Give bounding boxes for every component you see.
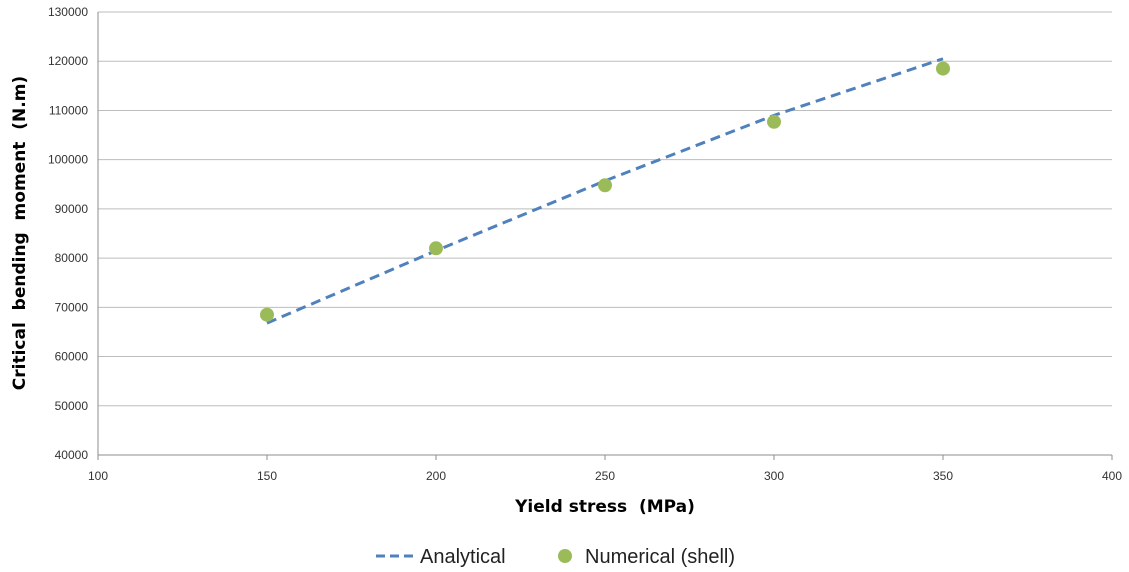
legend-swatch-numerical bbox=[558, 549, 572, 563]
data-point-numerical bbox=[429, 241, 443, 256]
x-tick-label: 300 bbox=[764, 469, 784, 483]
legend-label-numerical: Numerical (shell) bbox=[585, 546, 735, 568]
data-point-numerical bbox=[767, 114, 781, 129]
x-tick-label: 150 bbox=[257, 469, 277, 483]
y-tick-label: 60000 bbox=[55, 350, 89, 364]
series bbox=[260, 57, 950, 325]
y-tick-label: 130000 bbox=[48, 5, 88, 19]
x-tick-label: 100 bbox=[88, 469, 108, 483]
data-point-numerical bbox=[598, 178, 612, 193]
x-tick-label: 350 bbox=[933, 469, 953, 483]
data-point-numerical bbox=[260, 307, 274, 322]
y-tick-label: 90000 bbox=[55, 202, 89, 216]
x-axis-title: Yield stress (MPa) bbox=[514, 497, 695, 517]
y-tick-label: 70000 bbox=[55, 300, 89, 314]
y-axis-title: Critical bending moment (N.m) bbox=[10, 76, 30, 390]
x-tick-label: 400 bbox=[1102, 469, 1122, 483]
x-tick-labels: 100 150 200 250 300 350 400 bbox=[88, 455, 1122, 483]
y-tick-label: 80000 bbox=[55, 251, 89, 265]
y-tick-label: 110000 bbox=[49, 103, 88, 117]
y-tick-label: 50000 bbox=[55, 399, 89, 413]
y-tick-label: 120000 bbox=[48, 54, 88, 68]
data-point-numerical bbox=[936, 61, 950, 76]
legend: Analytical Numerical (shell) bbox=[376, 546, 735, 568]
legend-label-analytical: Analytical bbox=[420, 546, 506, 568]
axes bbox=[97, 12, 1112, 456]
gridlines bbox=[98, 11, 1112, 407]
x-tick-label: 200 bbox=[426, 469, 446, 483]
y-tick-label: 100000 bbox=[48, 153, 88, 167]
y-tick-labels: 40000 50000 60000 70000 80000 90000 100000 1100… bbox=[48, 5, 88, 462]
y-tick-label: 40000 bbox=[55, 448, 89, 462]
x-tick-label: 250 bbox=[595, 469, 615, 483]
